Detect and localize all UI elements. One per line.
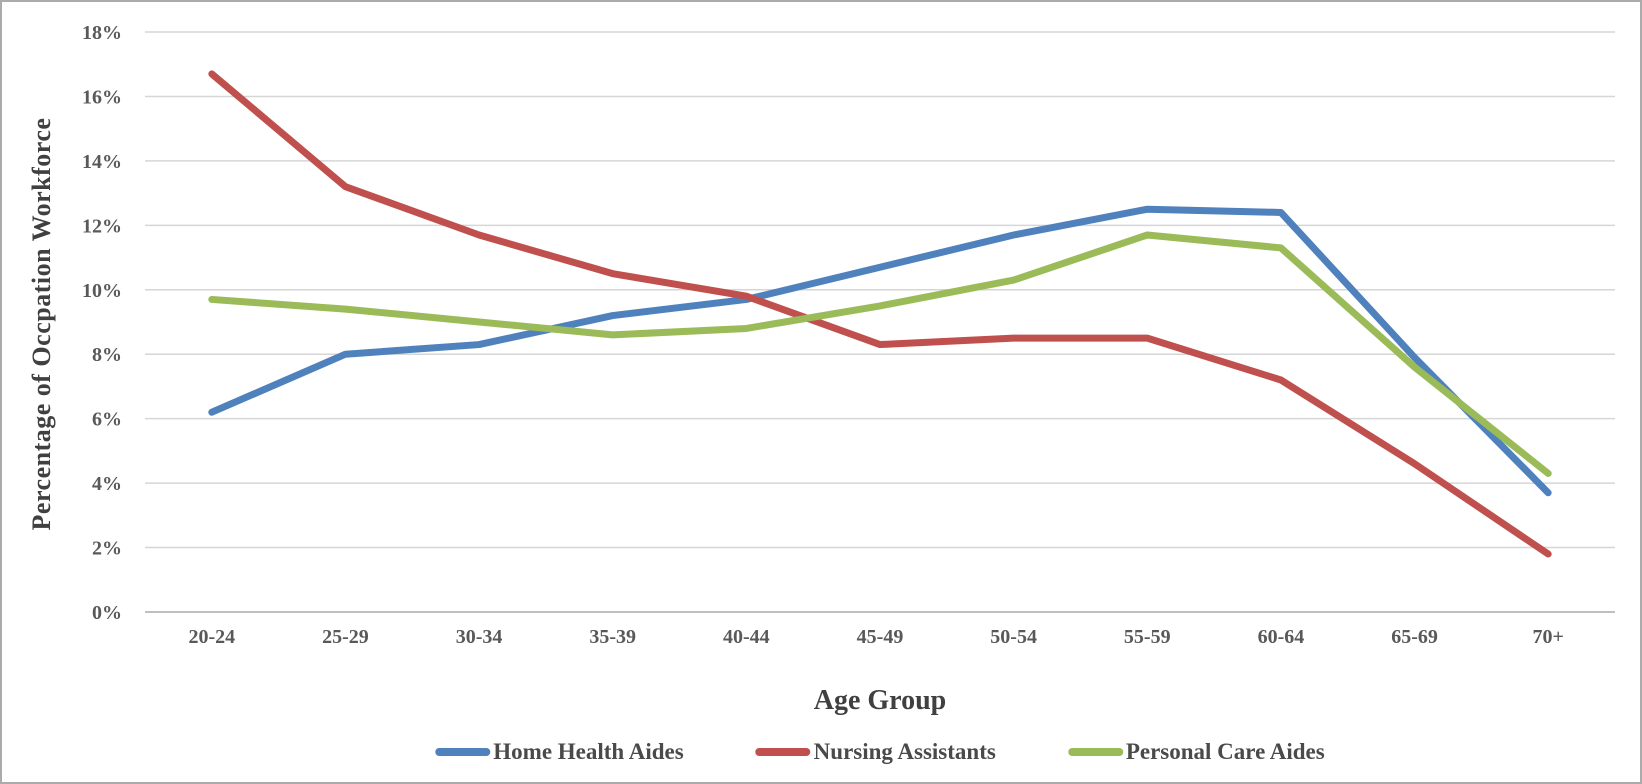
legend-item-nursing-assistants: Nursing Assistants	[755, 739, 996, 765]
x-tick-label: 40-44	[723, 626, 770, 648]
y-tick-label: 16%	[82, 86, 122, 108]
series-line-personal-care-aides	[208, 231, 1552, 477]
y-axis-title: Percentage of Occpation Workforce	[27, 117, 56, 531]
y-tick-label: 18%	[82, 22, 122, 44]
x-tick-label: 45-49	[857, 626, 904, 648]
x-tick-label: 25-29	[322, 626, 369, 648]
y-tick-label: 6%	[92, 409, 122, 431]
series-line-home-health-aides	[208, 205, 1552, 497]
series-line-nursing-assistants	[208, 70, 1552, 558]
x-tick-label: 50-54	[990, 626, 1037, 648]
x-tick-label: 65-69	[1391, 626, 1438, 648]
y-tick-label: 8%	[92, 344, 122, 366]
x-tick-label: 55-59	[1124, 626, 1171, 648]
legend-swatch-home-health-aides	[435, 748, 491, 756]
legend-label-nursing-assistants: Nursing Assistants	[813, 739, 996, 764]
legend-item-personal-care-aides: Personal Care Aides	[1067, 739, 1325, 765]
x-axis-title: Age Group	[813, 685, 947, 716]
legend-swatch-personal-care-aides	[1067, 748, 1123, 756]
legend-item-home-health-aides: Home Health Aides	[435, 739, 684, 765]
legend-swatch-nursing-assistants	[755, 748, 811, 756]
legend-label-personal-care-aides: Personal Care Aides	[1125, 739, 1325, 764]
y-tick-label: 14%	[82, 151, 122, 173]
legend: Home Health Aides Nursing Assistants Per…	[435, 739, 1325, 765]
x-tick-label: 60-64	[1258, 626, 1305, 648]
x-tick-label: 70+	[1532, 626, 1563, 648]
y-tick-label: 0%	[92, 602, 122, 624]
y-tick-label: 4%	[92, 473, 122, 495]
y-tick-label: 10%	[82, 280, 122, 302]
x-tick-label: 20-24	[188, 626, 235, 648]
y-tick-label: 2%	[92, 538, 122, 560]
legend-label-home-health-aides: Home Health Aides	[493, 739, 684, 764]
x-tick-label: 35-39	[589, 626, 636, 648]
x-tick-label: 30-34	[456, 626, 503, 648]
y-tick-label: 12%	[82, 215, 122, 237]
